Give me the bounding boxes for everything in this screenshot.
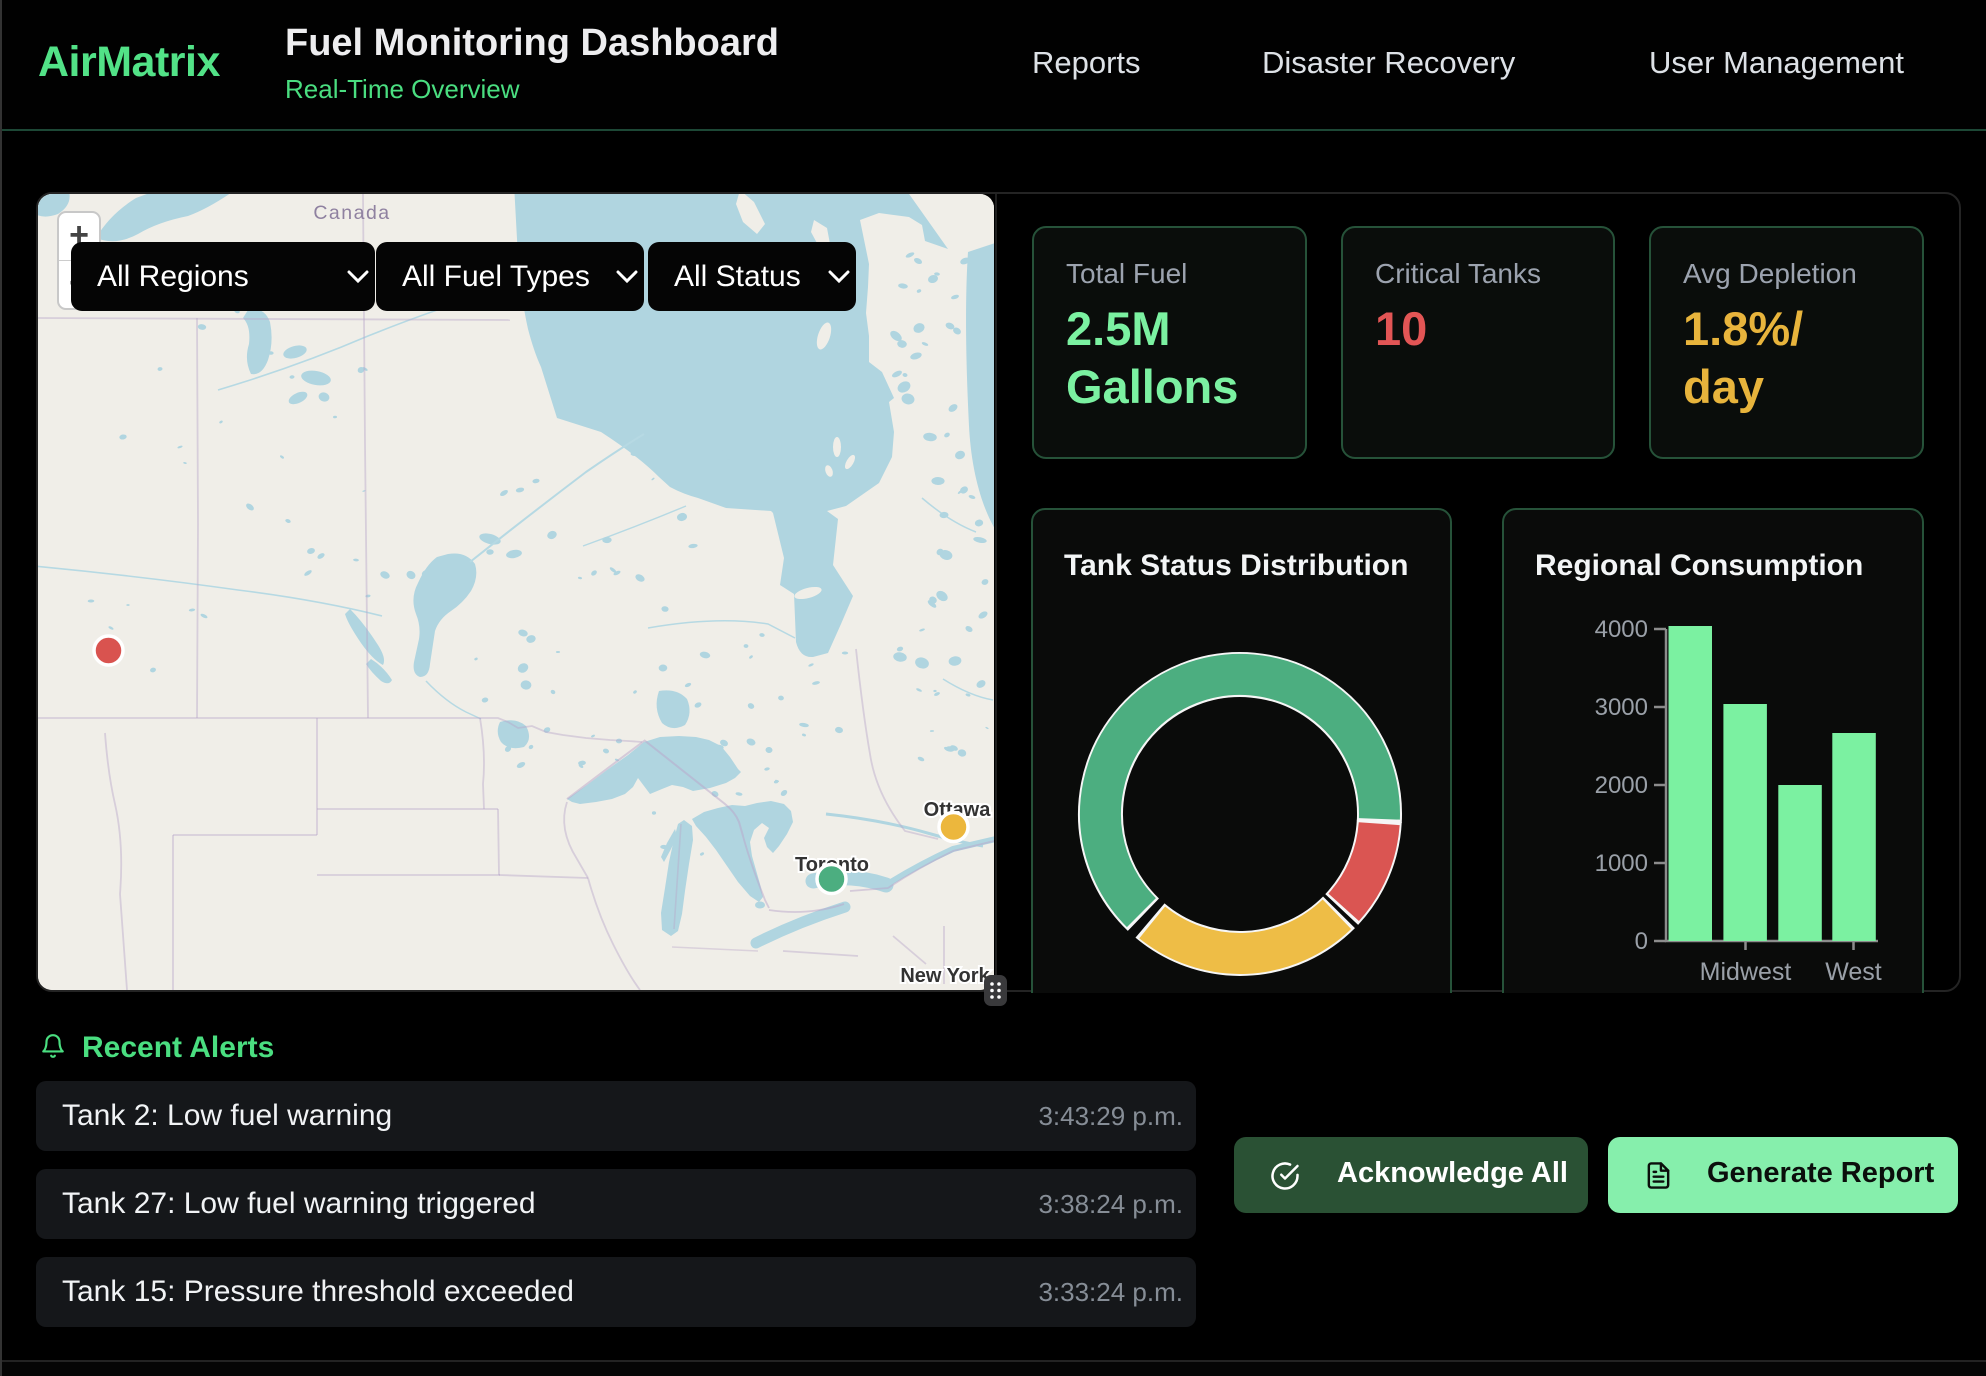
svg-text:2000: 2000	[1595, 772, 1648, 799]
svg-text:0: 0	[1635, 928, 1648, 955]
svg-text:New York: New York	[900, 965, 990, 987]
svg-text:1000: 1000	[1595, 850, 1648, 877]
svg-text:4000: 4000	[1595, 616, 1648, 643]
svg-text:Midwest: Midwest	[1700, 958, 1792, 986]
svg-text:West: West	[1825, 958, 1882, 986]
svg-text:3000: 3000	[1595, 694, 1648, 721]
svg-text:Canada: Canada	[313, 202, 390, 224]
